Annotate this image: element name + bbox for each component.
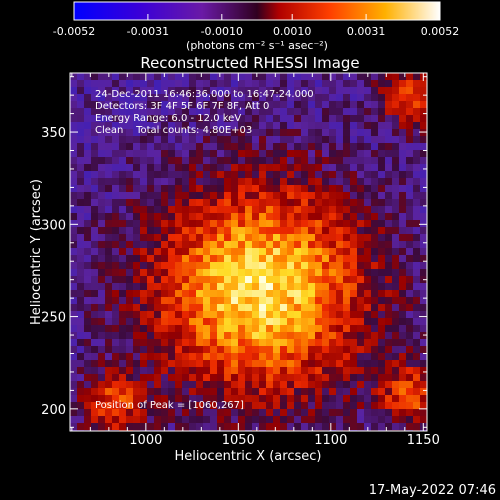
y-axis-label: Heliocentric Y (arcsec) [29, 179, 44, 325]
heatmap [70, 73, 427, 431]
colorbar-ticks: -0.0052 -0.0031 -0.0010 0.0010 0.0031 0.0052 [53, 14, 459, 38]
annotation-time-range: 24-Dec-2011 16:46:36.000 to 16:47:24.000 [95, 89, 314, 100]
colorbar-tick-label: -0.0010 [201, 25, 243, 38]
x-axis-ticks: 1000 1050 1100 1150 [71, 73, 440, 448]
x-tick-label: 1050 [222, 433, 255, 448]
colorbar-unit-label: (photons cm⁻² s⁻¹ asec⁻²) [186, 39, 328, 52]
colorbar-tick-label: 0.0052 [421, 25, 460, 38]
y-tick-label: 250 [41, 311, 66, 326]
colorbar-tick-label: 0.0010 [273, 25, 312, 38]
x-tick-label: 1000 [129, 433, 162, 448]
x-tick-label: 1100 [314, 433, 347, 448]
y-tick-label: 200 [41, 403, 66, 418]
timestamp: 17-May-2022 07:46 [368, 483, 496, 498]
y-tick-label: 300 [41, 218, 66, 233]
chart-title: Reconstructed RHESSI Image [140, 54, 359, 72]
colorbar-tick-label: 0.0031 [347, 25, 386, 38]
annotation-detectors: Detectors: 3F 4F 5F 6F 7F 8F, Att 0 [95, 101, 269, 112]
annotation-energy-range: Energy Range: 6.0 - 12.0 keV [95, 113, 241, 124]
peak-position-label: Position of Peak = [1060,267] [95, 400, 244, 411]
colorbar [73, 1, 441, 21]
plot-frame [69, 72, 428, 432]
colorbar-tick-label: -0.0052 [53, 25, 95, 38]
y-tick-label: 350 [41, 126, 66, 141]
y-axis-ticks: 200 250 300 350 [41, 76, 427, 428]
x-axis-label: Heliocentric X (arcsec) [175, 449, 322, 464]
colorbar-tick-label: -0.0031 [127, 25, 169, 38]
x-tick-label: 1150 [407, 433, 440, 448]
annotation-clean-counts: Clean Total counts: 4.80E+03 [95, 125, 252, 136]
